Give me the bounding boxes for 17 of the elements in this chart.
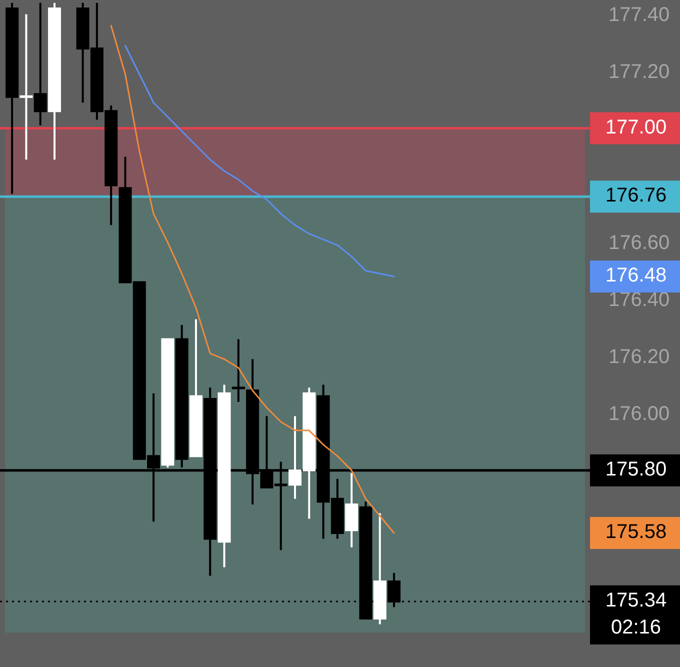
y-tick-label: 176.60 [608, 232, 670, 254]
ref-line-label: 175.80 [605, 458, 667, 480]
y-tick-label: 177.20 [608, 60, 670, 83]
text: 176.48 [605, 264, 667, 286]
y-tick-label: 176.20 [608, 346, 670, 368]
ref-line-label: 175.34 02:16 [605, 589, 667, 638]
candlestick [34, 2, 47, 126]
ref-line-label: 177.00 [605, 116, 667, 138]
y-tick-label: 176.00 [608, 402, 670, 425]
text: 175.58 [605, 521, 667, 544]
candlestick [232, 338, 245, 403]
y-tick-label: 177.40 [608, 4, 670, 26]
y-tick-label: 176.40 [608, 288, 670, 311]
line-series [124, 44, 395, 278]
ref-line-label: 176.76 [605, 184, 667, 207]
candlestick [20, 13, 33, 161]
line-series [110, 24, 395, 534]
